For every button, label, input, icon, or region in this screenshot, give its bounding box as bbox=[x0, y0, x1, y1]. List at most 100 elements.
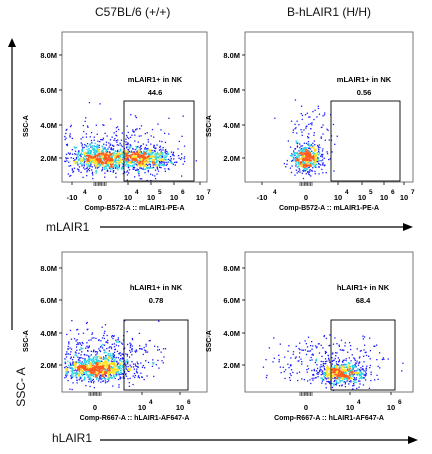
event-dot bbox=[358, 373, 360, 376]
event-dot bbox=[70, 351, 72, 353]
event-dot bbox=[284, 377, 286, 380]
event-dot bbox=[95, 124, 97, 126]
event-dot bbox=[365, 369, 367, 371]
event-dot bbox=[86, 143, 89, 145]
event-dot bbox=[161, 140, 163, 143]
event-dot bbox=[368, 387, 371, 389]
event-dot bbox=[84, 367, 87, 369]
event-dot bbox=[286, 163, 288, 165]
event-dot bbox=[305, 353, 308, 356]
event-dot bbox=[112, 366, 114, 369]
event-dot bbox=[132, 168, 134, 170]
event-dot bbox=[127, 152, 129, 155]
event-dot bbox=[335, 372, 337, 374]
event-dot bbox=[94, 153, 96, 155]
event-dot bbox=[142, 167, 144, 169]
event-dot bbox=[181, 153, 183, 155]
event-dot bbox=[358, 386, 360, 388]
event-dot bbox=[112, 353, 114, 355]
event-dot bbox=[317, 151, 319, 154]
event-dot bbox=[310, 122, 312, 125]
x-tick-label: 10 bbox=[170, 193, 178, 202]
event-dot bbox=[113, 351, 116, 353]
event-dot bbox=[91, 368, 94, 370]
event-dot bbox=[157, 170, 160, 172]
event-dot bbox=[329, 370, 332, 372]
event-dot bbox=[146, 132, 148, 134]
event-dot bbox=[312, 374, 314, 376]
x-axis-label: Comp-R667-A :: hLAIR1-AF647-A bbox=[80, 415, 190, 422]
event-dot bbox=[294, 357, 297, 359]
event-dot bbox=[97, 163, 99, 165]
event-dot bbox=[88, 102, 91, 104]
event-dot bbox=[292, 351, 295, 353]
event-dot bbox=[298, 152, 300, 155]
event-dot bbox=[325, 375, 328, 377]
event-dot bbox=[379, 352, 381, 354]
event-dot bbox=[309, 155, 311, 157]
event-dot bbox=[122, 366, 124, 368]
event-dot bbox=[147, 171, 149, 173]
event-dot bbox=[102, 152, 104, 154]
event-dot bbox=[98, 157, 101, 159]
event-dot bbox=[88, 378, 90, 380]
event-dot bbox=[124, 171, 126, 174]
event-dot bbox=[312, 156, 315, 158]
event-dot bbox=[314, 161, 317, 163]
event-dot bbox=[71, 169, 74, 171]
event-dot bbox=[299, 163, 302, 165]
event-dot bbox=[111, 168, 113, 170]
event-dot bbox=[310, 144, 313, 146]
event-dot bbox=[307, 143, 309, 145]
event-dot bbox=[353, 378, 355, 381]
event-dot bbox=[81, 372, 83, 374]
event-dot bbox=[102, 162, 104, 164]
event-dot bbox=[122, 172, 124, 175]
event-dot bbox=[151, 156, 153, 158]
event-dot bbox=[299, 143, 301, 145]
event-dot bbox=[143, 150, 145, 152]
event-dot bbox=[85, 347, 87, 349]
event-dot bbox=[77, 356, 79, 358]
event-dot bbox=[108, 367, 111, 369]
event-dot bbox=[120, 150, 122, 152]
event-dot bbox=[127, 142, 129, 145]
event-dot bbox=[130, 154, 132, 156]
x-tick-label: 0 bbox=[304, 403, 308, 412]
event-dot bbox=[118, 372, 120, 375]
event-dot bbox=[93, 161, 95, 163]
event-dot bbox=[83, 151, 85, 153]
event-dot bbox=[305, 159, 307, 161]
event-dot bbox=[114, 154, 116, 157]
event-dot bbox=[115, 156, 117, 158]
event-dot bbox=[296, 158, 298, 160]
event-dot bbox=[115, 356, 117, 359]
event-dot bbox=[112, 361, 115, 363]
event-dot bbox=[90, 157, 92, 159]
event-dot bbox=[126, 331, 128, 333]
event-dot bbox=[124, 149, 126, 151]
event-dot bbox=[305, 127, 307, 129]
event-dot bbox=[146, 149, 148, 151]
event-dot bbox=[103, 337, 106, 340]
event-dot bbox=[139, 128, 141, 130]
y-tick-label: 8.0M bbox=[223, 51, 240, 60]
event-dot bbox=[66, 333, 68, 336]
event-dot bbox=[289, 365, 292, 367]
event-dot bbox=[84, 373, 86, 376]
event-dot bbox=[157, 163, 159, 165]
event-dot bbox=[144, 158, 146, 160]
event-dot bbox=[79, 376, 81, 378]
event-dot bbox=[105, 151, 108, 154]
event-dot bbox=[324, 369, 326, 371]
event-dot bbox=[104, 147, 106, 149]
event-dot bbox=[135, 116, 137, 119]
event-dot bbox=[127, 162, 129, 164]
event-dot bbox=[66, 368, 68, 371]
event-dot bbox=[134, 162, 136, 165]
y-tick-label: 8.0M bbox=[40, 264, 57, 273]
event-dot bbox=[160, 155, 162, 157]
event-dot bbox=[121, 145, 123, 148]
event-dot bbox=[305, 158, 308, 160]
event-dot bbox=[113, 152, 115, 154]
